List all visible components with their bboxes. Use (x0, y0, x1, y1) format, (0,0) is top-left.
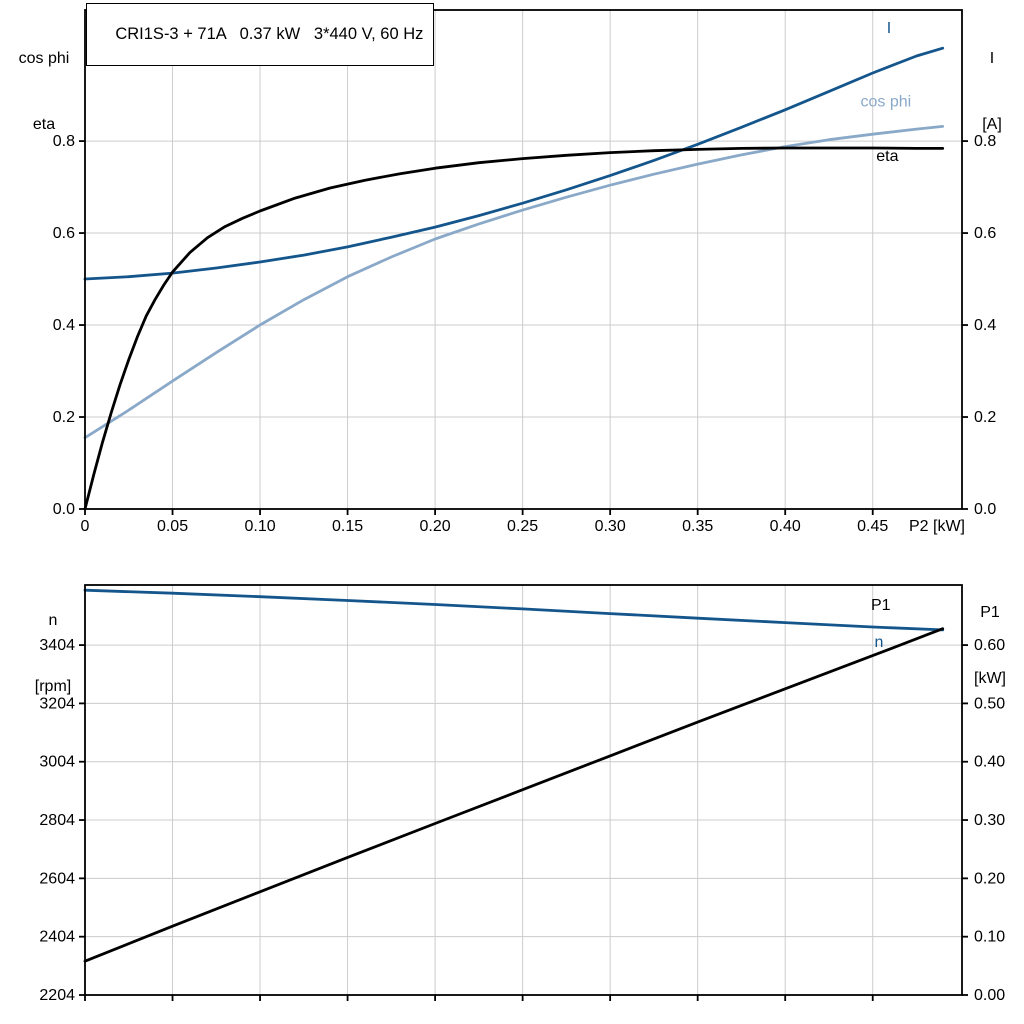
top-left-axis-unit: cos phi eta (4, 4, 84, 180)
right-tick-label: 0.0 (974, 501, 996, 518)
chart-title-box: CRI1S-3 + 71A 0.37 kW 3*440 V, 60 Hz (86, 3, 435, 66)
left-tick-label: 2204 (39, 987, 75, 1004)
top-right-axis-unit: I [A] (962, 4, 1022, 180)
x-tick-label: 0.15 (332, 518, 363, 535)
curve-label-I: I (887, 20, 891, 37)
right-tick-label: 0.60 (974, 637, 1005, 654)
right-tick-label: 0.50 (974, 695, 1005, 712)
right-tick-label: 0.10 (974, 929, 1005, 946)
x-tick-label: 0.45 (857, 518, 888, 535)
right-tick-label: 0.4 (974, 317, 996, 334)
left-tick-label: 2804 (39, 812, 75, 829)
curve-eta (83, 146, 945, 511)
left-axis-label-speed: n (48, 612, 58, 629)
curve-cos-phi (83, 125, 945, 440)
bottom-left-axis-unit: n [rpm] (18, 566, 88, 742)
x-tick-label: 0.35 (682, 518, 713, 535)
curve-n (83, 588, 945, 632)
bottom-right-axis-unit: P1 [kW] (958, 558, 1022, 734)
x-tick-label: 0.20 (420, 518, 451, 535)
curve-label-cos-phi: cos phi (860, 94, 911, 111)
x-tick-label: 0.10 (244, 518, 275, 535)
left-axis-label-cosphi: cos phi (18, 50, 70, 67)
left-tick-label: 2404 (39, 929, 75, 946)
left-tick-label: 0.6 (53, 225, 75, 242)
plot-border (84, 9, 963, 510)
right-tick-label: 0.8 (974, 133, 996, 150)
right-tick-label: 0.40 (974, 754, 1005, 771)
x-tick-label: 0.40 (770, 518, 801, 535)
left-tick-label: 3004 (39, 754, 75, 771)
x-tick-label: 0.05 (157, 518, 188, 535)
right-axis-unit-kw: [kW] (974, 670, 1006, 687)
chart-title: CRI1S-3 + 71A 0.37 kW 3*440 V, 60 Hz (115, 25, 424, 43)
right-axis-label-current: I (989, 50, 995, 67)
left-tick-label: 3204 (39, 695, 75, 712)
left-tick-label: 0.2 (53, 409, 75, 426)
right-tick-label: 0.6 (974, 225, 996, 242)
left-tick-label: 0.0 (53, 501, 75, 518)
left-tick-label: 0.8 (53, 133, 75, 150)
x-tick-label: 0 (81, 518, 90, 535)
curve-P1 (83, 627, 945, 963)
left-axis-unit-rpm: [rpm] (34, 678, 72, 695)
right-tick-label: 0.20 (974, 870, 1005, 887)
left-axis-label-eta: eta (32, 116, 56, 133)
right-axis-label-power: P1 (980, 604, 1000, 621)
x-axis-label: P2 [kW] (909, 518, 965, 535)
right-tick-label: 0.30 (974, 812, 1005, 829)
curve-I (83, 46, 945, 281)
right-tick-label: 0.2 (974, 409, 996, 426)
right-tick-label: 0.00 (974, 987, 1005, 1004)
curve-label-eta: eta (876, 148, 898, 165)
x-tick-label: 0.25 (507, 518, 538, 535)
right-axis-unit-amps: [A] (982, 116, 1002, 133)
left-tick-label: 2604 (39, 870, 75, 887)
x-tick-label: 0.30 (595, 518, 626, 535)
left-tick-label: 0.4 (53, 317, 75, 334)
left-tick-label: 3404 (39, 637, 75, 654)
curve-label-P1: P1 (871, 597, 891, 614)
curve-label-n: n (874, 634, 883, 651)
